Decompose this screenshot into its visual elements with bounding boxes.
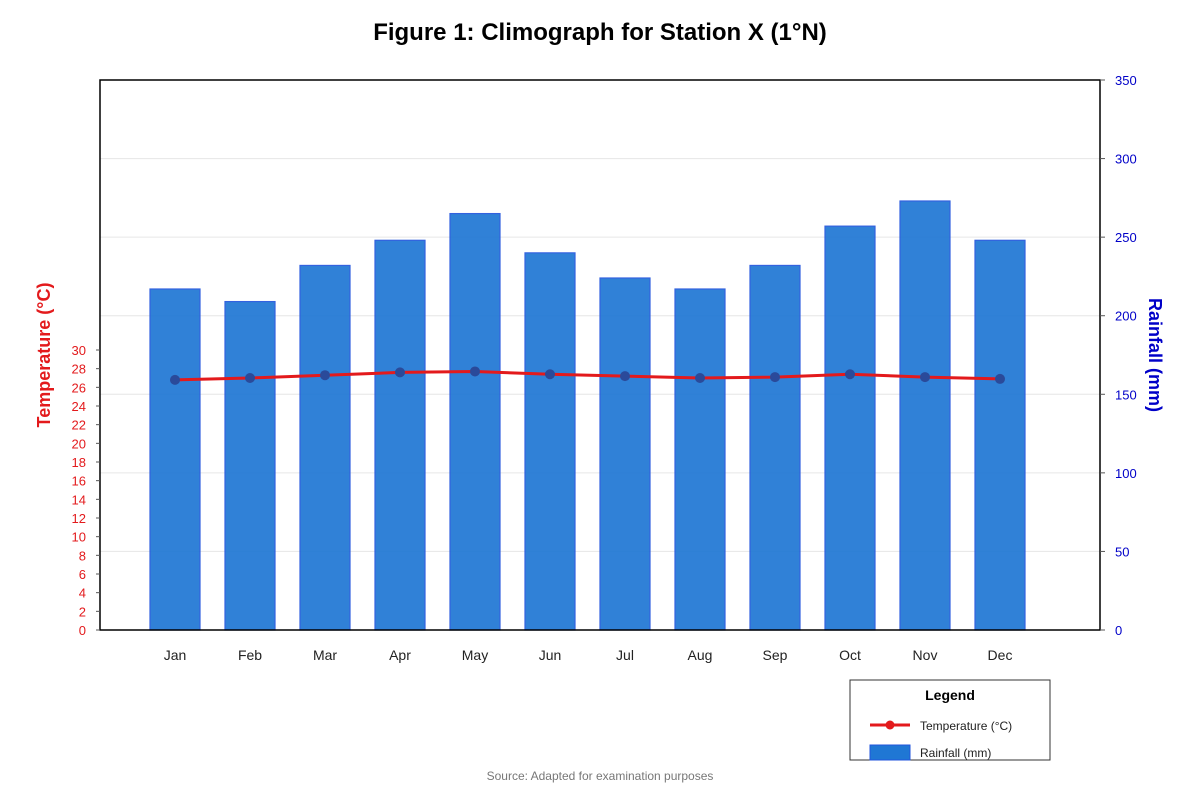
left-tick-label: 30 (72, 343, 86, 358)
rainfall-bar-dec (974, 239, 1026, 631)
rainfall-bar-apr (374, 239, 426, 631)
chart-title: Figure 1: Climograph for Station X (1°N) (373, 19, 827, 46)
rainfall-bar-jun (524, 252, 576, 631)
rainfall-bar-sep (749, 264, 801, 631)
left-tick-label: 2 (79, 604, 86, 619)
x-tick-label: Jan (164, 647, 187, 663)
left-tick-label: 4 (79, 586, 86, 601)
x-tick-label: Dec (988, 647, 1013, 663)
legend: Legend Temperature (°C) Rainfall (mm) (849, 679, 1051, 761)
right-tick-label: 350 (1115, 73, 1137, 88)
temperature-line (170, 366, 1005, 385)
legend-title: Legend (925, 687, 975, 703)
x-tick-label: Aug (688, 647, 713, 663)
right-tick-label: 300 (1115, 152, 1137, 167)
left-tick-label: 20 (72, 436, 86, 451)
rainfall-bar-jul (599, 277, 651, 631)
source-note: Source: Adapted for examination purposes (487, 769, 714, 783)
temperature-point-sep (770, 372, 780, 383)
temperature-point-jan (170, 374, 180, 385)
right-tick-label: 250 (1115, 230, 1137, 245)
legend-rainfall-label: Rainfall (mm) (920, 746, 991, 760)
legend-temperature-label: Temperature (°C) (920, 719, 1012, 733)
rainfall-bar-nov (899, 200, 951, 631)
x-tick-label: Nov (913, 647, 938, 663)
right-tick-label: 100 (1115, 466, 1137, 481)
temperature-series-line (174, 369, 1001, 382)
left-tick-label: 26 (72, 380, 86, 395)
legend-temperature-marker (885, 720, 895, 730)
temperature-point-dec (995, 373, 1005, 384)
x-tick-label: May (462, 647, 488, 663)
left-tick-label: 24 (72, 399, 86, 414)
left-tick-label: 12 (72, 511, 86, 526)
temperature-point-aug (695, 373, 705, 383)
left-tick-label: 16 (72, 474, 86, 489)
x-tick-label: Jun (539, 647, 562, 663)
temperature-point-oct (845, 369, 855, 380)
x-tick-label: Jul (616, 647, 634, 663)
temperature-point-may (470, 366, 480, 377)
left-tick-label: 22 (72, 418, 86, 433)
temperature-point-feb (245, 373, 255, 383)
x-tick-label: Mar (313, 647, 337, 663)
right-tick-label: 150 (1115, 387, 1137, 402)
x-tick-label: Apr (389, 647, 411, 663)
rainfall-bar-may (449, 212, 501, 631)
rainfall-bars (149, 200, 1026, 631)
right-tick-label: 0 (1115, 623, 1122, 638)
left-tick-label: 6 (79, 567, 86, 582)
temperature-point-apr (395, 367, 405, 378)
x-tick-label: Oct (839, 647, 861, 663)
temperature-point-mar (320, 370, 330, 381)
left-tick-label: 0 (79, 623, 86, 638)
rainfall-bar-jan (149, 288, 201, 631)
right-tick-label: 200 (1115, 309, 1137, 324)
right-axis-ticks: 0 50 100 150 200 250 300 350 (1100, 73, 1137, 638)
rainfall-bar-feb (224, 300, 276, 631)
x-axis-ticks: Jan Feb Mar Apr May Jun Jul Aug Sep Oct Nov Dec (164, 647, 1013, 663)
left-tick-label: 8 (79, 548, 86, 563)
temperature-point-nov (920, 372, 930, 383)
legend-rainfall-swatch (869, 744, 911, 761)
left-tick-label: 28 (72, 362, 86, 377)
left-tick-label: 18 (72, 455, 86, 470)
plot-frame (99, 79, 1101, 631)
x-tick-label: Feb (238, 647, 262, 663)
temperature-point-jul (620, 371, 630, 382)
left-tick-label: 14 (72, 492, 86, 507)
left-axis-label: Temperature (°C) (34, 283, 54, 428)
rainfall-bar-mar (299, 264, 351, 631)
rainfall-bar-aug (674, 288, 726, 631)
right-axis-label: Rainfall (mm) (1145, 298, 1165, 412)
x-tick-label: Sep (763, 647, 788, 663)
temperature-point-jun (545, 369, 555, 380)
right-tick-label: 50 (1115, 544, 1129, 559)
left-tick-label: 10 (72, 530, 86, 545)
rainfall-bar-oct (824, 225, 876, 631)
